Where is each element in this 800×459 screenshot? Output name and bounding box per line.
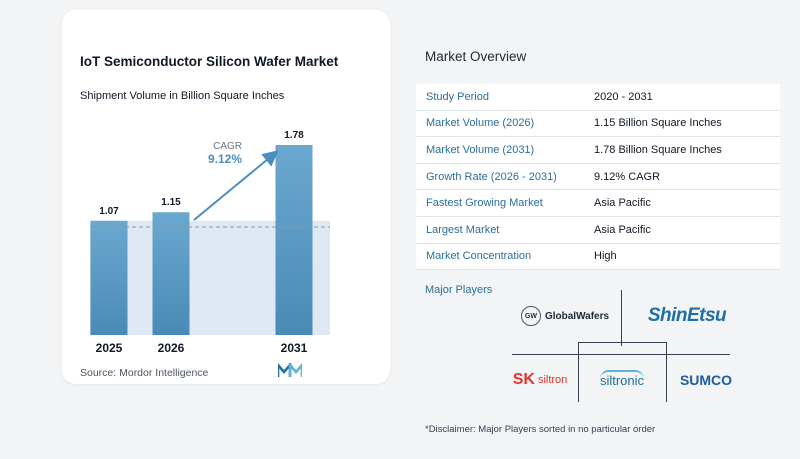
sk-siltron-logo: SK siltron bbox=[502, 364, 578, 396]
table-row: Market Volume (2031) 1.78 Billion Square … bbox=[416, 137, 780, 164]
source-text: Source: Mordor Intelligence bbox=[80, 367, 209, 379]
row-key: Fastest Growing Market bbox=[426, 197, 543, 210]
cagr-label: CAGR bbox=[213, 141, 242, 152]
row-key: Market Volume (2026) bbox=[426, 117, 535, 130]
bar-2026 bbox=[152, 212, 190, 335]
major-players-grid: GW GlobalWafers ShinEtsu SK siltron silt… bbox=[496, 290, 746, 402]
sk-siltron-name: siltron bbox=[537, 374, 568, 386]
mordor-logo-icon bbox=[278, 363, 302, 377]
row-value: Asia Pacific bbox=[594, 223, 651, 236]
row-key: Largest Market bbox=[426, 223, 500, 236]
row-key: Market Concentration bbox=[426, 250, 532, 263]
divider bbox=[621, 290, 622, 346]
x-tick-2031: 2031 bbox=[281, 341, 308, 355]
shinetsu-name: ShinEtsu bbox=[647, 305, 727, 326]
table-row: Fastest Growing Market Asia Pacific bbox=[416, 190, 780, 217]
table-row: Largest Market Asia Pacific bbox=[416, 216, 780, 244]
sumco-logo: SUMCO bbox=[668, 364, 744, 396]
table-row: Market Volume (2026) 1.15 Billion Square … bbox=[416, 110, 780, 138]
x-tick-2025: 2025 bbox=[96, 341, 123, 355]
sk-mark: SK bbox=[512, 371, 535, 388]
divider bbox=[512, 354, 730, 355]
row-key: Growth Rate (2026 - 2031) bbox=[426, 170, 557, 183]
market-overview-title: Market Overview bbox=[425, 49, 527, 64]
row-value: 9.12% CAGR bbox=[594, 170, 661, 183]
row-value: 1.78 Billion Square Inches bbox=[594, 143, 722, 156]
divider bbox=[578, 342, 579, 402]
row-value: 1.15 Billion Square Inches bbox=[594, 117, 722, 130]
row-key: Study Period bbox=[426, 90, 489, 103]
globalwafers-mark-icon: GW bbox=[520, 306, 541, 326]
siltronic-logo: siltronic bbox=[580, 362, 664, 396]
divider bbox=[666, 342, 667, 402]
value-label-2031: 1.78 bbox=[284, 130, 304, 141]
shinetsu-logo: ShinEtsu bbox=[628, 300, 746, 332]
major-players-title: Major Players bbox=[425, 284, 493, 296]
table-row: Study Period 2020 - 2031 bbox=[416, 84, 780, 111]
siltronic-name: siltronic bbox=[599, 370, 645, 388]
market-overview-table: Study Period 2020 - 2031 Market Volume (2… bbox=[416, 84, 780, 271]
x-tick-2026: 2026 bbox=[158, 341, 185, 355]
value-label-2026: 1.15 bbox=[161, 197, 181, 208]
sumco-name: SUMCO bbox=[679, 372, 733, 388]
row-value: High bbox=[594, 250, 617, 263]
table-row: Growth Rate (2026 - 2031) 9.12% CAGR bbox=[416, 163, 780, 191]
bar-chart: 1.07 2025 1.15 2026 1.78 2031 CAGR 9.12% bbox=[90, 130, 330, 355]
row-value: 2020 - 2031 bbox=[594, 90, 653, 103]
cagr-arrow bbox=[193, 150, 279, 221]
globalwafers-logo: GW GlobalWafers bbox=[510, 302, 620, 330]
table-row: Market Concentration High bbox=[416, 243, 780, 271]
value-label-2025: 1.07 bbox=[99, 206, 119, 217]
row-value: Asia Pacific bbox=[594, 197, 651, 210]
bar-2031 bbox=[275, 145, 313, 335]
chart-subtitle: Shipment Volume in Billion Square Inches bbox=[80, 90, 285, 102]
row-key: Market Volume (2031) bbox=[426, 143, 535, 156]
chart-title: IoT Semiconductor Silicon Wafer Market bbox=[80, 54, 339, 69]
divider bbox=[578, 342, 666, 343]
cagr-value: 9.12% bbox=[208, 152, 242, 166]
disclaimer-text: *Disclaimer: Major Players sorted in no … bbox=[425, 424, 656, 435]
globalwafers-name: GlobalWafers bbox=[544, 310, 610, 322]
bar-2025 bbox=[90, 220, 128, 335]
